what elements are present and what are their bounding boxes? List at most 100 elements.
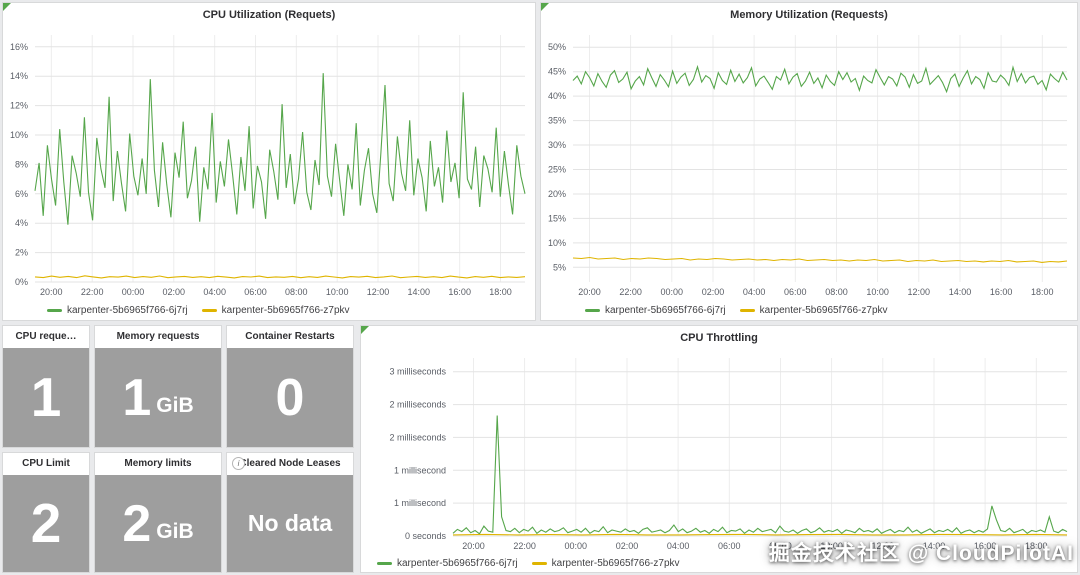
legend-swatch-green-icon xyxy=(47,308,62,312)
svg-text:1 millisecond: 1 millisecond xyxy=(394,465,446,475)
legend-item[interactable]: karpenter-5b6965f766-6j7rj xyxy=(585,305,726,316)
svg-text:14:00: 14:00 xyxy=(408,287,431,297)
svg-text:22:00: 22:00 xyxy=(513,541,536,551)
svg-text:12:00: 12:00 xyxy=(908,287,931,297)
stat-number: 1 xyxy=(30,366,62,428)
svg-text:10%: 10% xyxy=(10,130,28,140)
memory-utilization-chart[interactable]: 20:00 22:00 00:00 02:00 04:00 06:00 08:00 10:00… xyxy=(541,27,1077,300)
stat-unit: GiB xyxy=(156,519,194,543)
stat-value-cpu-requests: 1 xyxy=(3,348,89,447)
svg-text:18:00: 18:00 xyxy=(1031,287,1054,297)
panel-title-memory-requests[interactable]: Memory requests xyxy=(116,331,200,342)
svg-text:22:00: 22:00 xyxy=(619,287,642,297)
info-icon[interactable]: i xyxy=(232,457,245,470)
panel-title-cpu-requests[interactable]: CPU reque… xyxy=(15,331,77,342)
stat-panel-memory-limits: Memory limits 2 GiB xyxy=(94,452,222,573)
svg-text:18:00: 18:00 xyxy=(1025,541,1048,551)
svg-text:10:00: 10:00 xyxy=(866,287,889,297)
stat-panel-cpu-limit: CPU Limit 2 xyxy=(2,452,90,573)
legend-swatch-yellow-icon xyxy=(201,308,217,312)
svg-text:00:00: 00:00 xyxy=(661,287,684,297)
svg-text:50%: 50% xyxy=(548,42,566,52)
panel-cpu-utilization: CPU Utilization (Requets) 20:00 22:00 00:0… xyxy=(2,2,536,321)
svg-text:0 seconds: 0 seconds xyxy=(405,531,447,541)
cpu-throttling-chart[interactable]: 20:00 22:00 00:00 02:00 04:00 06:00 08:00 10:00… xyxy=(361,350,1077,554)
legend-item[interactable]: karpenter-5b6965f766-6j7rj xyxy=(377,558,518,569)
svg-text:40%: 40% xyxy=(548,91,566,101)
legend-swatch-yellow-icon xyxy=(531,561,547,565)
legend-swatch-yellow-icon xyxy=(739,308,755,312)
panel-memory-utilization: Memory Utilization (Requests) 20:00 22:00… xyxy=(540,2,1078,321)
stat-value-memory-requests: 1 GiB xyxy=(95,348,221,447)
svg-text:2%: 2% xyxy=(15,248,28,258)
panel-title-cpu-throttling[interactable]: CPU Throttling xyxy=(680,332,758,344)
svg-text:02:00: 02:00 xyxy=(163,287,186,297)
stat-unit: GiB xyxy=(156,393,194,417)
svg-text:00:00: 00:00 xyxy=(565,541,588,551)
stat-panel-cleared-node-leases: i Cleared Node Leases No data xyxy=(226,452,354,573)
panel-title-cpu-utilization[interactable]: CPU Utilization (Requets) xyxy=(202,9,336,21)
stat-panel-container-restarts: Container Restarts 0 xyxy=(226,325,354,448)
svg-text:0%: 0% xyxy=(15,277,28,287)
stat-number: 1 xyxy=(122,368,152,427)
legend-label: karpenter-5b6965f766-z7pkv xyxy=(551,557,680,569)
stat-number: 0 xyxy=(275,368,305,427)
legend-label: karpenter-5b6965f766-6j7rj xyxy=(397,557,518,569)
svg-text:3 milliseconds: 3 milliseconds xyxy=(389,367,446,377)
svg-text:16:00: 16:00 xyxy=(990,287,1013,297)
cpu-utilization-chart[interactable]: 20:00 22:00 00:00 02:00 04:00 06:00 08:00 10:00… xyxy=(3,27,535,300)
memory-utilization-legend: karpenter-5b6965f766-6j7rj karpenter-5b6… xyxy=(541,300,1077,320)
panel-title-memory-utilization[interactable]: Memory Utilization (Requests) xyxy=(730,9,888,21)
svg-text:12%: 12% xyxy=(10,101,28,111)
panel-title-cpu-limit[interactable]: CPU Limit xyxy=(22,458,70,469)
svg-text:5%: 5% xyxy=(553,262,566,272)
svg-text:1 millisecond: 1 millisecond xyxy=(394,498,446,508)
svg-text:14:00: 14:00 xyxy=(949,287,972,297)
svg-text:12:00: 12:00 xyxy=(367,287,390,297)
svg-text:08:00: 08:00 xyxy=(825,287,848,297)
stat-panel-memory-requests: Memory requests 1 GiB xyxy=(94,325,222,448)
svg-text:2 milliseconds: 2 milliseconds xyxy=(389,400,446,410)
svg-text:06:00: 06:00 xyxy=(718,541,741,551)
svg-text:20:00: 20:00 xyxy=(462,541,485,551)
svg-text:08:00: 08:00 xyxy=(769,541,792,551)
svg-text:08:00: 08:00 xyxy=(285,287,308,297)
legend-swatch-green-icon xyxy=(585,308,600,312)
svg-text:04:00: 04:00 xyxy=(667,541,690,551)
stat-value-container-restarts: 0 xyxy=(227,348,353,447)
svg-text:8%: 8% xyxy=(15,159,28,169)
legend-item[interactable]: karpenter-5b6965f766-z7pkv xyxy=(739,304,888,316)
svg-text:2 milliseconds: 2 milliseconds xyxy=(389,432,446,442)
panel-title-container-restarts[interactable]: Container Restarts xyxy=(245,331,335,342)
svg-text:15%: 15% xyxy=(548,213,566,223)
svg-text:14%: 14% xyxy=(10,71,28,81)
svg-text:14:00: 14:00 xyxy=(923,541,946,551)
cpu-utilization-legend: karpenter-5b6965f766-6j7rj karpenter-5b6… xyxy=(3,300,535,320)
svg-text:02:00: 02:00 xyxy=(702,287,725,297)
legend-label: karpenter-5b6965f766-z7pkv xyxy=(759,304,888,316)
svg-text:10:00: 10:00 xyxy=(326,287,349,297)
svg-text:16:00: 16:00 xyxy=(448,287,471,297)
stat-number: No data xyxy=(247,510,333,536)
svg-text:30%: 30% xyxy=(548,140,566,150)
svg-text:45%: 45% xyxy=(548,67,566,77)
svg-text:10:00: 10:00 xyxy=(820,541,843,551)
svg-text:06:00: 06:00 xyxy=(244,287,267,297)
legend-label: karpenter-5b6965f766-6j7rj xyxy=(67,304,188,316)
svg-text:22:00: 22:00 xyxy=(81,287,104,297)
panel-title-memory-limits[interactable]: Memory limits xyxy=(124,458,192,469)
panel-title-cleared-node-leases[interactable]: Cleared Node Leases xyxy=(239,458,341,469)
legend-swatch-green-icon xyxy=(377,561,392,565)
svg-text:20:00: 20:00 xyxy=(40,287,63,297)
stat-number: 2 xyxy=(30,492,62,554)
svg-text:6%: 6% xyxy=(15,189,28,199)
panel-cpu-throttling: CPU Throttling 20:00 22:00 00:00 02:00 04:00… xyxy=(360,325,1078,573)
svg-text:35%: 35% xyxy=(548,116,566,126)
stat-value-cleared-node-leases: No data xyxy=(227,475,353,572)
svg-text:10%: 10% xyxy=(548,238,566,248)
svg-text:02:00: 02:00 xyxy=(616,541,639,551)
legend-item[interactable]: karpenter-5b6965f766-z7pkv xyxy=(201,305,350,316)
legend-item[interactable]: karpenter-5b6965f766-z7pkv xyxy=(531,557,680,569)
legend-item[interactable]: karpenter-5b6965f766-6j7rj xyxy=(47,305,188,316)
svg-text:16:00: 16:00 xyxy=(974,541,997,551)
